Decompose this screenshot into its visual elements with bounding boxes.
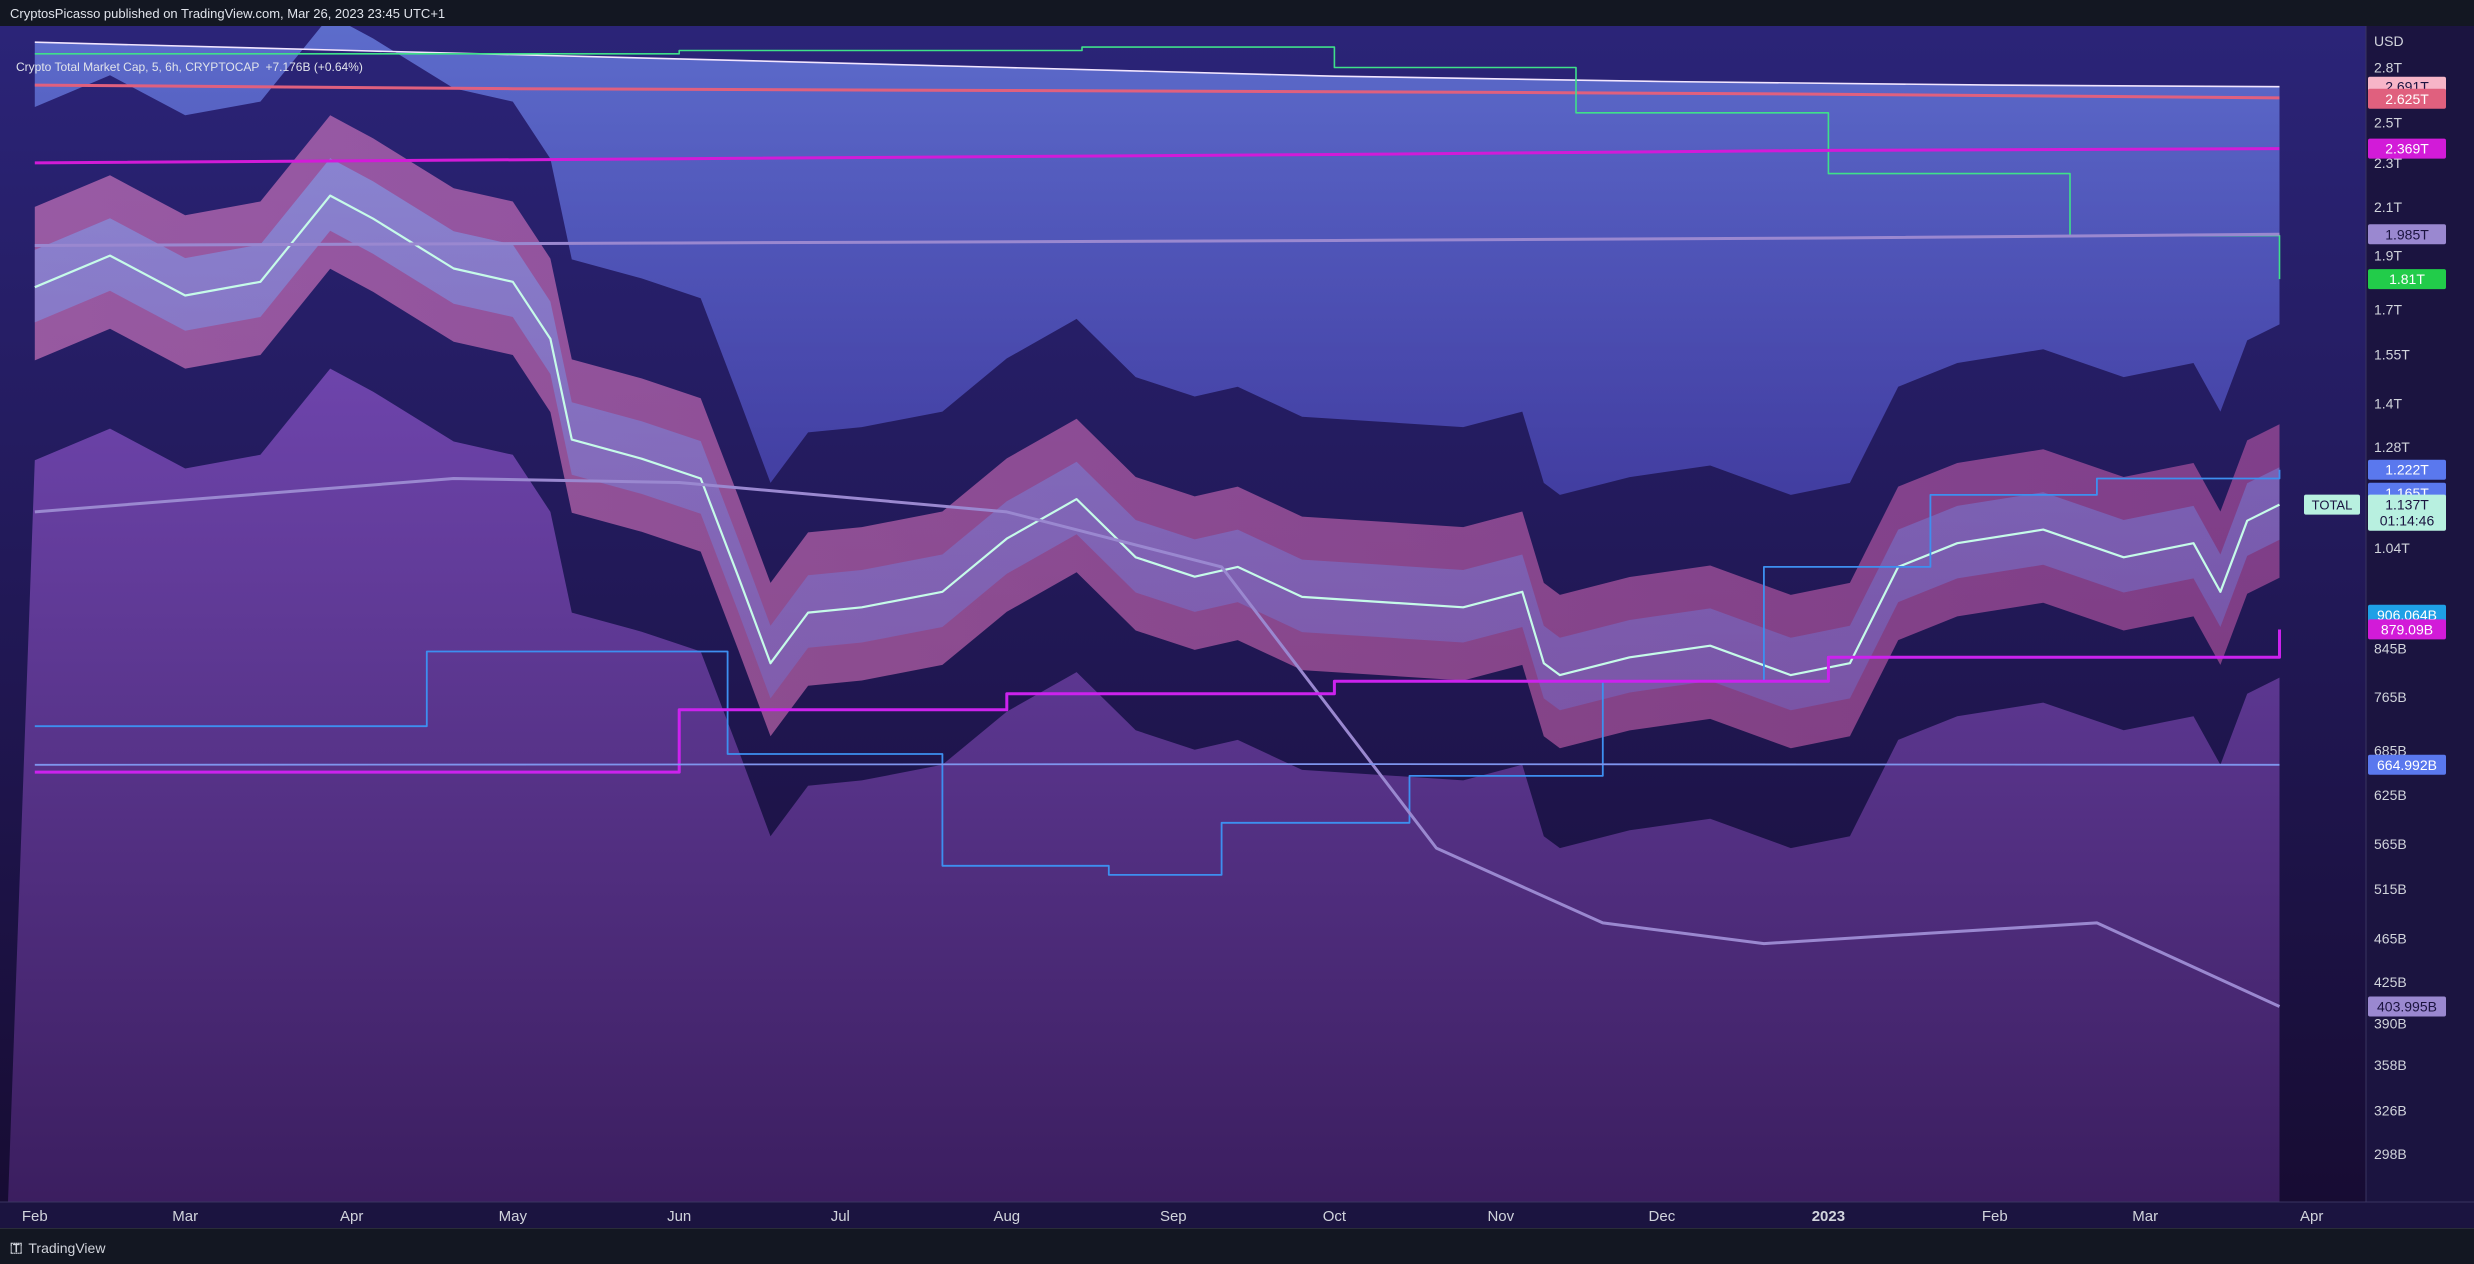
svg-text:664.992B: 664.992B bbox=[2377, 757, 2437, 773]
svg-text:879.09B: 879.09B bbox=[2381, 621, 2433, 637]
top-white-line bbox=[34, 41, 2280, 88]
y-tick-label: 2.3T bbox=[2374, 155, 2402, 171]
green-step-line bbox=[34, 46, 2281, 280]
chart-legend: Crypto Total Market Cap, 5, 6h, CRYPTOCA… bbox=[16, 60, 363, 74]
x-tick-label: Jun bbox=[667, 1208, 691, 1225]
svg-text:TOTAL: TOTAL bbox=[2312, 498, 2353, 513]
y-tick-label: 565B bbox=[2374, 836, 2407, 852]
y-tick-label: 1.04T bbox=[2374, 540, 2410, 556]
y-tick-label: 845B bbox=[2374, 641, 2407, 657]
x-tick-label: Sep bbox=[1160, 1208, 1187, 1225]
price-label: 2.625T bbox=[2368, 88, 2446, 109]
legend-symbol: Crypto Total Market Cap, 5, 6h, CRYPTOCA… bbox=[16, 60, 260, 74]
footer-bar: 🇹 TradingView bbox=[0, 1228, 2474, 1264]
blue-step-line bbox=[34, 469, 2281, 876]
x-tick-label: Jul bbox=[831, 1208, 850, 1225]
band-fills bbox=[8, 26, 2280, 1203]
svg-text:2.625T: 2.625T bbox=[2385, 91, 2429, 107]
brand[interactable]: 🇹 TradingView bbox=[10, 1239, 105, 1256]
y-tick-label: 625B bbox=[2374, 787, 2407, 803]
y-tick-label: 2.5T bbox=[2374, 115, 2402, 131]
y-tick-label: 765B bbox=[2374, 689, 2407, 705]
y-tick-label: 515B bbox=[2374, 881, 2407, 897]
x-tick-label: Dec bbox=[1649, 1208, 1676, 1225]
pink-band-fill bbox=[34, 115, 2280, 749]
header-bar: CryptosPicasso published on TradingView.… bbox=[0, 0, 2474, 27]
price-label: 664.992B bbox=[2368, 754, 2446, 775]
lower-band-fill bbox=[8, 368, 2280, 1203]
red-line bbox=[34, 83, 2280, 100]
svg-text:403.995B: 403.995B bbox=[2377, 999, 2437, 1015]
x-tick-label: Oct bbox=[1323, 1208, 1347, 1225]
tradingview-logo-icon: 🇹 bbox=[10, 1239, 23, 1255]
y-tick-label: 2.1T bbox=[2374, 199, 2402, 215]
svg-text:1.222T: 1.222T bbox=[2385, 462, 2429, 478]
price-label: 1.137T bbox=[2368, 494, 2446, 515]
x-tick-label: Apr bbox=[340, 1208, 363, 1225]
y-tick-label: 465B bbox=[2374, 930, 2407, 946]
y-tick-label: 1.4T bbox=[2374, 396, 2402, 412]
time-axis[interactable] bbox=[0, 1202, 2474, 1228]
brand-name: TradingView bbox=[28, 1239, 106, 1256]
x-tick-label: Mar bbox=[172, 1208, 198, 1225]
x-tick-label: Feb bbox=[1982, 1208, 2008, 1225]
svg-text:2.369T: 2.369T bbox=[2385, 141, 2429, 157]
y-tick-label: 1.55T bbox=[2374, 346, 2410, 362]
symbol-tag: TOTAL bbox=[2304, 494, 2360, 515]
price-line bbox=[34, 194, 2280, 677]
svg-text:1.137T: 1.137T bbox=[2385, 497, 2429, 513]
y-tick-label: 685B bbox=[2374, 742, 2407, 758]
time-axis-ticks: Feb Mar Apr May Jun Jul Aug Sep Oct Nov Dec 2023 Feb… bbox=[22, 1208, 2324, 1225]
magenta-upper-line bbox=[34, 147, 2280, 165]
y-tick-label: 390B bbox=[2374, 1016, 2407, 1032]
svg-text:1.985T: 1.985T bbox=[2385, 226, 2429, 242]
x-tick-label: Apr bbox=[2300, 1208, 2323, 1225]
x-tick-label: Feb bbox=[22, 1208, 48, 1225]
y-tick-label: 358B bbox=[2374, 1057, 2407, 1073]
price-label: 1.222T bbox=[2368, 459, 2446, 480]
upper-band-fill bbox=[34, 26, 2280, 495]
price-label: 879.09B bbox=[2368, 619, 2446, 640]
chart-area[interactable]: 2.8T 2.5T 2.3T 2.1T 1.9T 1.7T 1.55T 1.4T 1.28T 1.… bbox=[0, 26, 2474, 1228]
svg-text:01:14:46: 01:14:46 bbox=[2380, 513, 2435, 529]
y-tick-label: 298B bbox=[2374, 1146, 2407, 1162]
currency-label: USD bbox=[2374, 33, 2404, 49]
x-tick-label: Aug bbox=[993, 1208, 1020, 1225]
svg-text:1.81T: 1.81T bbox=[2389, 271, 2425, 287]
price-label: 1.81T bbox=[2368, 269, 2446, 290]
publish-info: CryptosPicasso published on TradingView.… bbox=[10, 6, 446, 21]
x-tick-label: 2023 bbox=[1812, 1208, 1845, 1225]
price-chart[interactable]: 2.8T 2.5T 2.3T 2.1T 1.9T 1.7T 1.55T 1.4T 1.28T 1.… bbox=[0, 26, 2474, 1228]
legend-change: +7.176B (+0.64%) bbox=[265, 60, 363, 74]
x-tick-label: Mar bbox=[2132, 1208, 2158, 1225]
y-tick-label: 1.9T bbox=[2374, 248, 2402, 264]
price-axis-ticks: 2.8T 2.5T 2.3T 2.1T 1.9T 1.7T 1.55T 1.4T 1.28T 1.… bbox=[2374, 60, 2410, 1163]
y-tick-label: 425B bbox=[2374, 974, 2407, 990]
svg-text:906.064B: 906.064B bbox=[2377, 607, 2437, 623]
price-labels: 2.691T2.625T2.369T1.985T1.81T1.222T1.165… bbox=[2304, 76, 2446, 1017]
magenta-lower-line bbox=[34, 629, 2281, 774]
x-tick-label: May bbox=[499, 1208, 528, 1225]
y-tick-label: 326B bbox=[2374, 1103, 2407, 1119]
y-tick-label: 1.7T bbox=[2374, 302, 2402, 318]
violet-line bbox=[34, 232, 2280, 247]
series-lines bbox=[34, 41, 2281, 1008]
violet-lower-line bbox=[34, 477, 2281, 1008]
y-tick-label: 2.8T bbox=[2374, 60, 2402, 76]
price-label: 403.995B bbox=[2368, 996, 2446, 1017]
x-tick-label: Nov bbox=[1487, 1208, 1514, 1225]
bottom-band-line bbox=[34, 763, 2280, 766]
price-label: 01:14:46 bbox=[2368, 510, 2446, 531]
y-tick-label: 1.28T bbox=[2374, 439, 2410, 455]
price-label: 1.985T bbox=[2368, 224, 2446, 245]
price-label: 2.369T bbox=[2368, 138, 2446, 159]
